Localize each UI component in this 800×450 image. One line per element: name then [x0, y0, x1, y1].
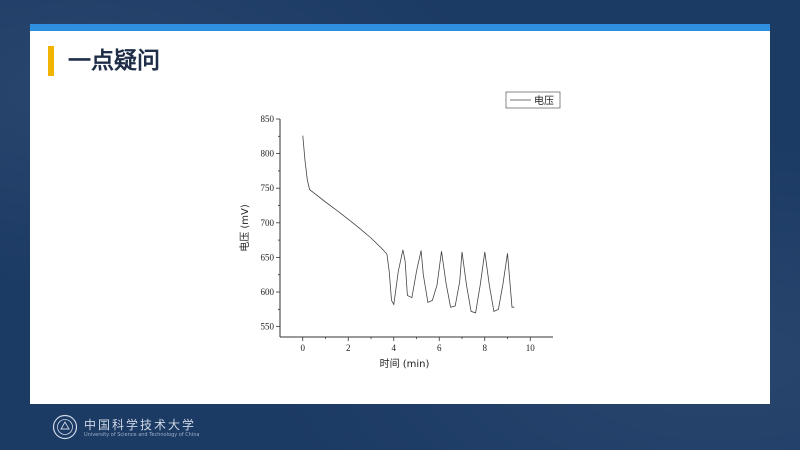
y-tick-label: 850: [261, 114, 275, 124]
university-seal-icon: [52, 414, 78, 440]
y-axis-label: 电压 (mV): [238, 204, 251, 252]
plot-area: 0 2 4 6 8 10 550 600 650 700 750 800 850 时间 (min) 电压 (…: [238, 91, 561, 370]
university-name-en: University of Science and Technology of …: [84, 432, 200, 438]
x-tick-label: 4: [392, 343, 397, 353]
series-line-voltage: [302, 135, 515, 314]
legend-box: [505, 91, 561, 109]
x-tick-label: 8: [483, 343, 488, 353]
slide-title: 一点疑问: [68, 48, 160, 74]
x-axis-label: 时间 (min): [380, 357, 430, 370]
y-tick-label: 800: [261, 149, 275, 159]
legend-label: 电压: [534, 94, 554, 107]
x-tick-label: 2: [346, 343, 351, 353]
y-tick-label: 600: [261, 287, 275, 297]
y-tick-label: 550: [261, 322, 275, 332]
slide-panel: 一点疑问 0 2 4 6 8 10 550 600 650 700 750 800 850 时间 (min…: [30, 24, 770, 404]
y-tick-label: 650: [261, 252, 275, 262]
slide-top-bar: [30, 24, 770, 31]
y-tick-label: 700: [261, 218, 275, 228]
x-tick-label: 10: [526, 343, 536, 353]
university-name: 中国科学技术大学: [84, 418, 197, 432]
title-accent-bar: [48, 46, 54, 76]
x-tick-label: 6: [437, 343, 442, 353]
x-tick-label: 0: [301, 343, 306, 353]
voltage-chart: 0 2 4 6 8 10 550 600 650 700 750 800 850 时间 (min) 电压 (…: [238, 91, 561, 370]
y-tick-label: 750: [261, 183, 275, 193]
